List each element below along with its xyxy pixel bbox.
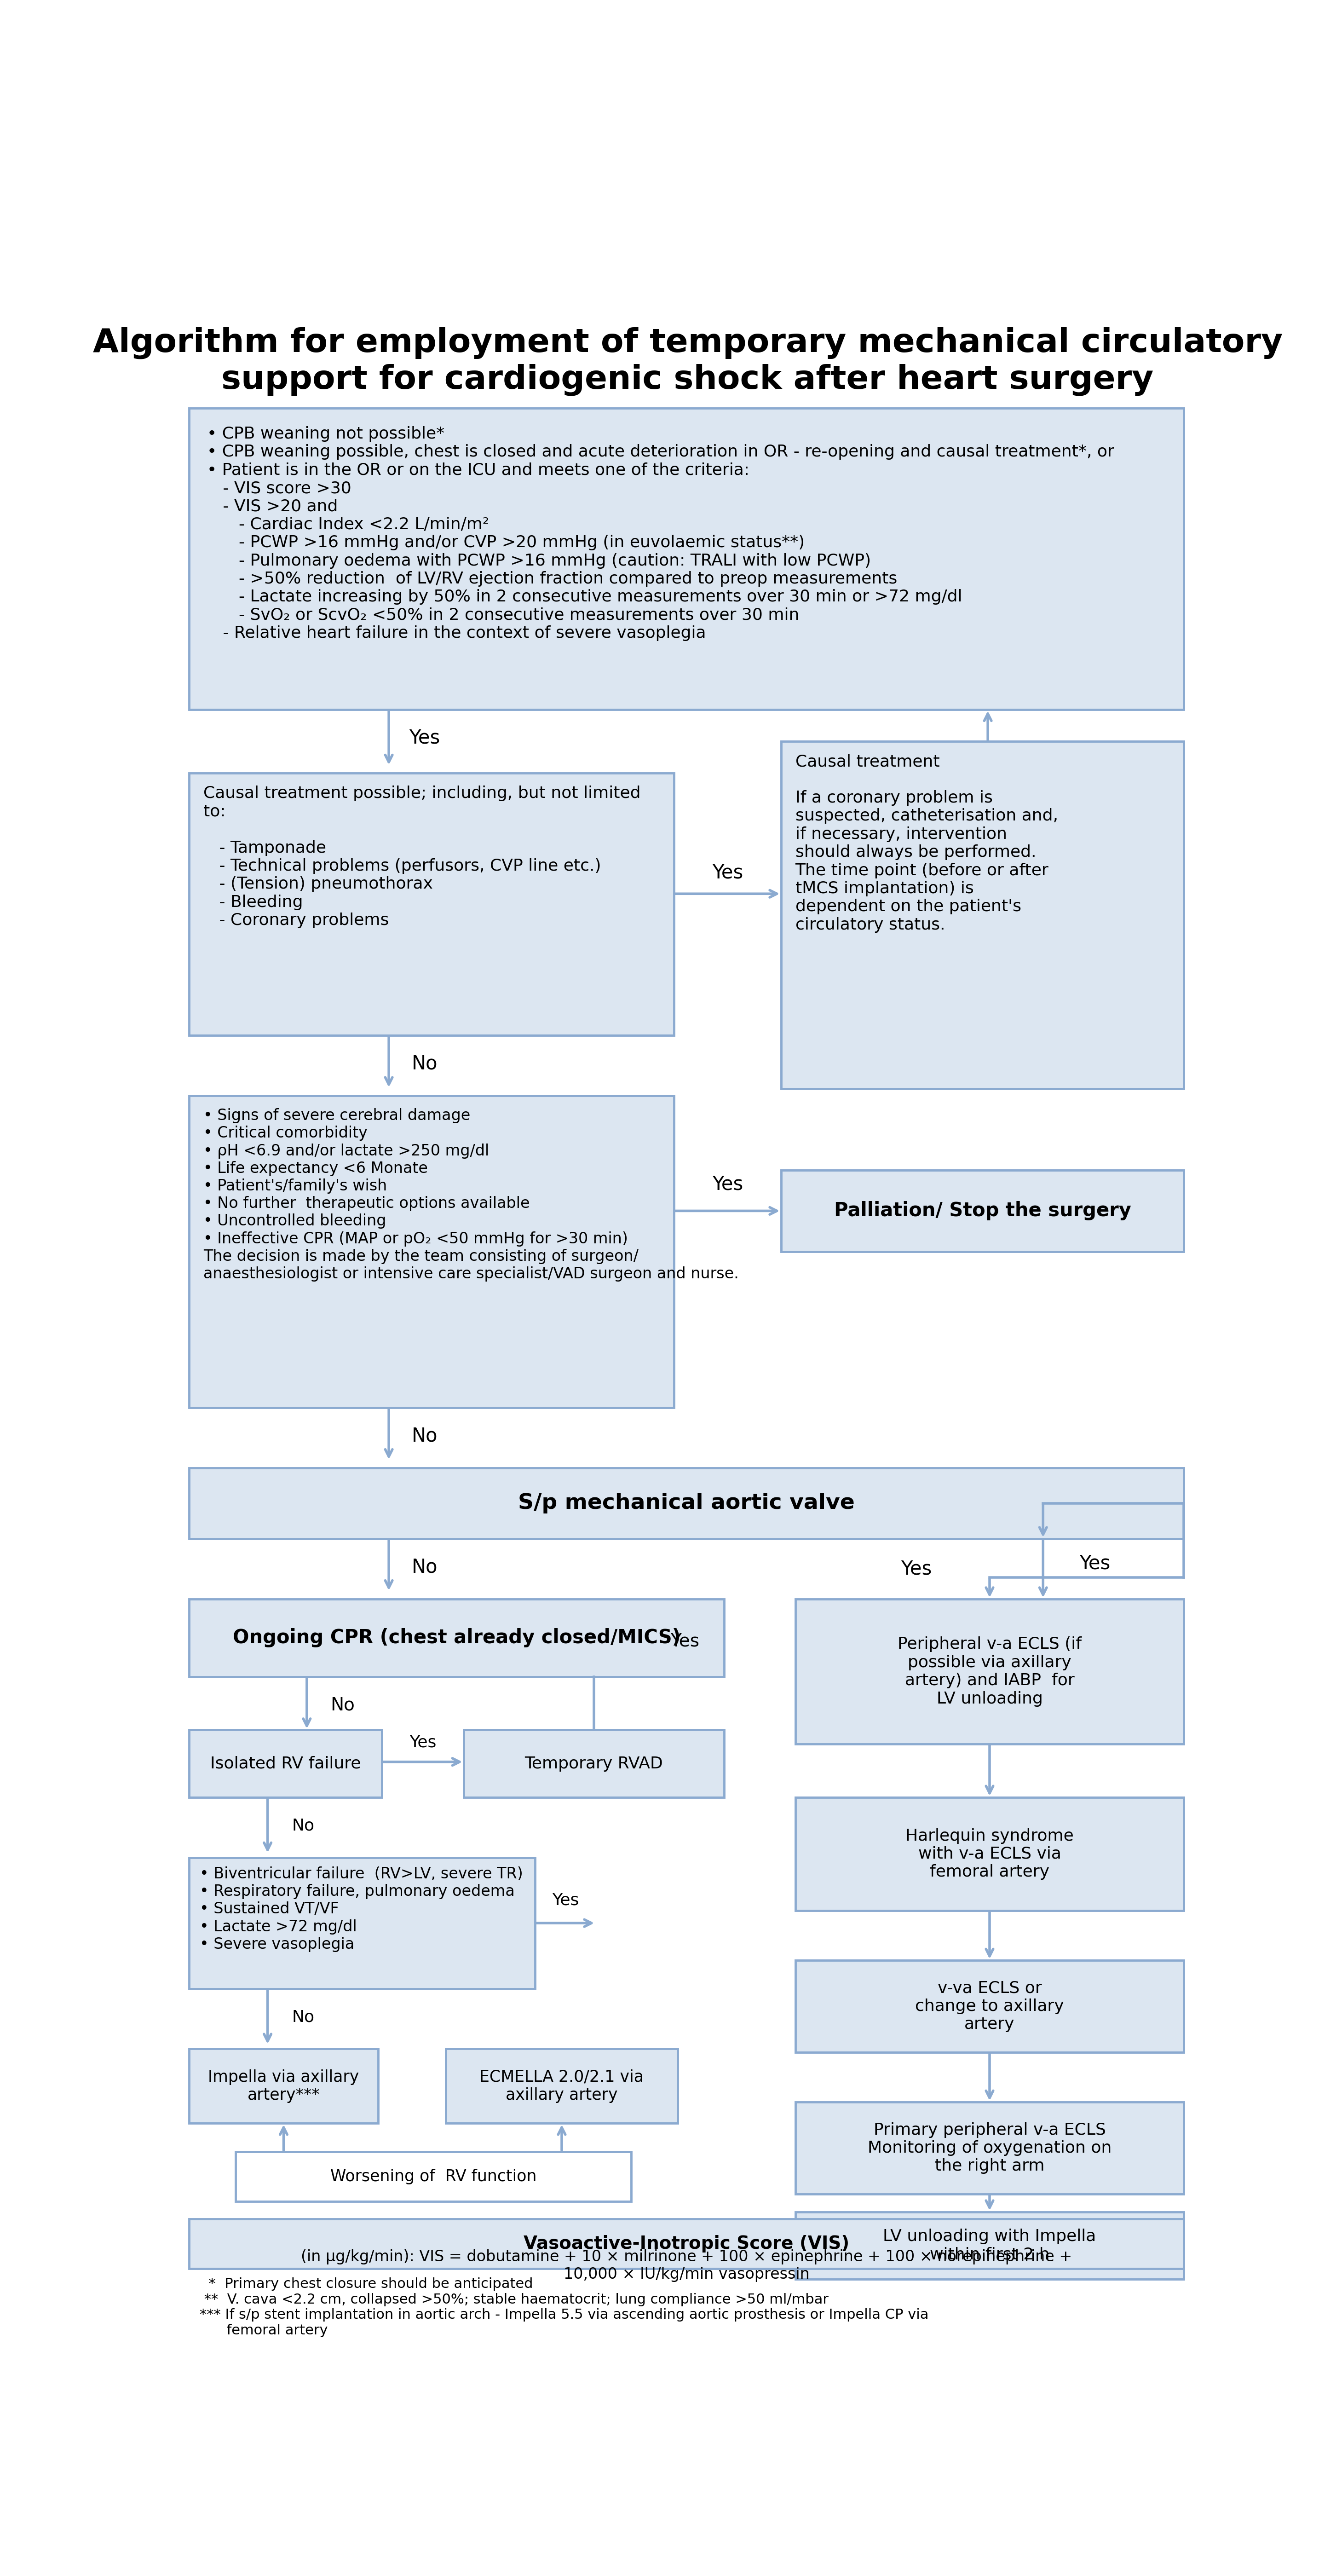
Text: • Biventricular failure  (RV>LV, severe TR)
• Respiratory failure, pulmonary oed: • Biventricular failure (RV>LV, severe T… — [200, 1868, 523, 1953]
FancyBboxPatch shape — [796, 2102, 1184, 2195]
FancyBboxPatch shape — [189, 1857, 535, 1989]
Text: Yes: Yes — [900, 1558, 931, 1579]
Text: No: No — [412, 1427, 437, 1445]
Text: Causal treatment possible; including, but not limited
to:

   - Tamponade
   - T: Causal treatment possible; including, bu… — [204, 786, 640, 927]
Text: No: No — [412, 1558, 437, 1577]
Text: Isolated RV failure: Isolated RV failure — [211, 1757, 361, 1772]
Text: • CPB weaning not possible*
• CPB weaning possible, chest is closed and acute de: • CPB weaning not possible* • CPB weanin… — [207, 425, 1114, 641]
Text: *  Primary chest closure should be anticipated
 **  V. cava <2.2 cm, collapsed >: * Primary chest closure should be antici… — [200, 2277, 929, 2336]
FancyBboxPatch shape — [796, 1600, 1184, 1744]
Text: Yes: Yes — [713, 1175, 743, 1193]
Text: Yes: Yes — [670, 1633, 699, 1651]
Text: No: No — [293, 2009, 314, 2025]
FancyBboxPatch shape — [189, 1095, 674, 1406]
Text: Palliation/ Stop the surgery: Palliation/ Stop the surgery — [833, 1200, 1131, 1221]
Text: Harlequin syndrome
with v-a ECLS via
femoral artery: Harlequin syndrome with v-a ECLS via fem… — [906, 1829, 1074, 1880]
Text: Yes: Yes — [552, 1893, 578, 1909]
FancyBboxPatch shape — [189, 410, 1184, 708]
Text: LV unloading with Impella
within first 2 h: LV unloading with Impella within first 2… — [883, 2228, 1096, 2262]
FancyBboxPatch shape — [796, 2213, 1184, 2280]
Text: Yes: Yes — [409, 1734, 436, 1749]
Text: Yes: Yes — [713, 863, 743, 881]
Text: S/p mechanical aortic valve: S/p mechanical aortic valve — [518, 1494, 855, 1515]
FancyBboxPatch shape — [189, 773, 674, 1036]
FancyBboxPatch shape — [781, 1170, 1184, 1252]
FancyBboxPatch shape — [189, 1468, 1184, 1538]
Text: No: No — [330, 1698, 354, 1713]
Text: Yes: Yes — [409, 729, 440, 747]
Text: Yes: Yes — [1079, 1553, 1110, 1574]
FancyBboxPatch shape — [235, 2151, 631, 2202]
FancyBboxPatch shape — [189, 1731, 381, 1798]
FancyBboxPatch shape — [796, 1798, 1184, 1911]
FancyBboxPatch shape — [464, 1731, 723, 1798]
FancyBboxPatch shape — [781, 742, 1184, 1090]
Text: Algorithm for employment of temporary mechanical circulatory
support for cardiog: Algorithm for employment of temporary me… — [93, 327, 1283, 397]
Text: No: No — [293, 1819, 314, 1834]
Text: Impella via axillary
artery***: Impella via axillary artery*** — [208, 2069, 360, 2102]
Text: Temporary RVAD: Temporary RVAD — [525, 1757, 663, 1772]
FancyBboxPatch shape — [796, 1960, 1184, 2053]
FancyBboxPatch shape — [189, 2048, 378, 2123]
Text: Ongoing CPR (chest already closed/MICS): Ongoing CPR (chest already closed/MICS) — [232, 1628, 680, 1649]
FancyBboxPatch shape — [189, 1600, 723, 1677]
Text: Worsening of  RV function: Worsening of RV function — [330, 2169, 537, 2184]
FancyBboxPatch shape — [189, 2218, 1184, 2269]
Text: Causal treatment

If a coronary problem is
suspected, catheterisation and,
if ne: Causal treatment If a coronary problem i… — [796, 755, 1057, 933]
Text: (in μg/kg/min): VIS = dobutamine + 10 × milrinone + 100 × epinephrine + 100 × no: (in μg/kg/min): VIS = dobutamine + 10 × … — [301, 2249, 1072, 2282]
Text: • Signs of severe cerebral damage
• Critical comorbidity
• ρH <6.9 and/or lactat: • Signs of severe cerebral damage • Crit… — [204, 1108, 739, 1280]
Text: Peripheral v-a ECLS (if
possible via axillary
artery) and IABP  for
LV unloading: Peripheral v-a ECLS (if possible via axi… — [898, 1636, 1082, 1705]
FancyBboxPatch shape — [446, 2048, 678, 2123]
Text: No: No — [412, 1054, 437, 1074]
Text: Primary peripheral v-a ECLS
Monitoring of oxygenation on
the right arm: Primary peripheral v-a ECLS Monitoring o… — [867, 2123, 1111, 2174]
Text: v-va ECLS or
change to axillary
artery: v-va ECLS or change to axillary artery — [915, 1981, 1064, 2032]
Text: Vasoactive-Inotropic Score (VIS): Vasoactive-Inotropic Score (VIS) — [523, 2236, 849, 2251]
Text: ECMELLA 2.0/2.1 via
axillary artery: ECMELLA 2.0/2.1 via axillary artery — [479, 2069, 644, 2102]
